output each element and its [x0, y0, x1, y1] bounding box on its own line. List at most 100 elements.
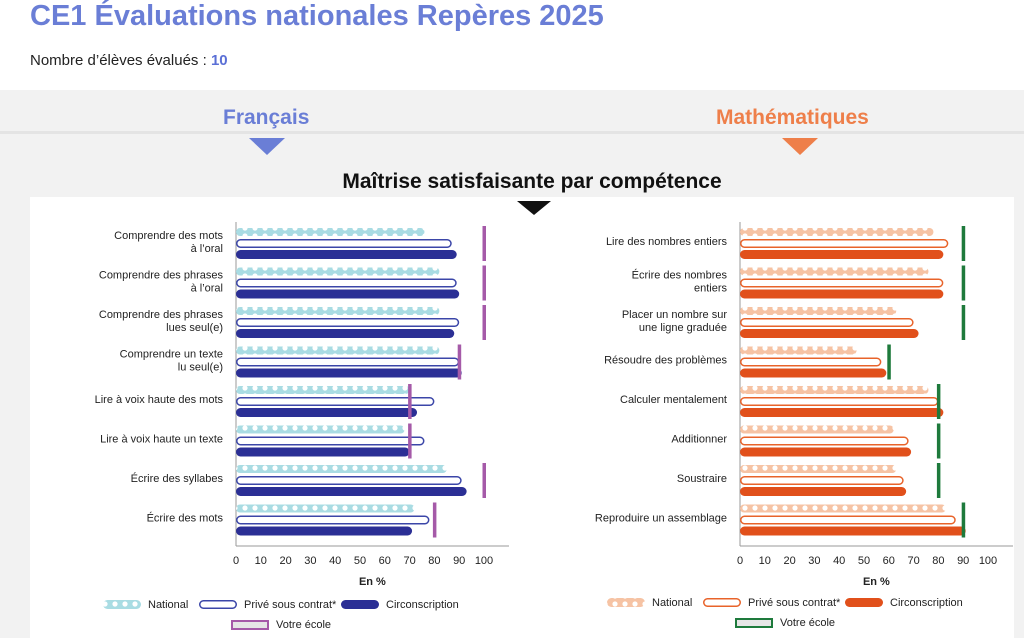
fr-x-tick-label: 10	[255, 555, 267, 567]
fr-legend-label: Privé sous contrat*	[244, 599, 337, 611]
ma-bar-circonscription	[740, 447, 912, 457]
fr-bar-prive	[236, 357, 460, 367]
ma-x-axis-label: En %	[863, 576, 890, 588]
fr-bar-circonscription	[236, 289, 460, 299]
francais-chevron-icon	[249, 138, 285, 155]
fr-legend-swatch-prive	[199, 600, 237, 609]
students-label: Nombre d’élèves évalués :	[30, 52, 207, 69]
ma-x-tick-label: 90	[957, 555, 969, 567]
ma-bar-circonscription	[740, 250, 944, 259]
fr-bar-prive	[236, 476, 462, 485]
fr-bar-prive	[236, 515, 430, 525]
ma-category-label: Lire des nombres entiers	[606, 236, 728, 248]
ma-x-tick-label: 60	[883, 555, 895, 567]
ma-category-label: entiers	[694, 283, 728, 295]
fr-bar-prive	[236, 318, 460, 327]
fr-x-axis-label: En %	[359, 576, 386, 588]
fr-bar-circonscription	[236, 368, 462, 378]
ma-category-label: Reproduire un assemblage	[595, 513, 727, 525]
fr-category-label: Écrire des syllabes	[131, 472, 224, 485]
ma-bar-prive	[740, 318, 914, 327]
fr-category-label: Écrire des mots	[147, 512, 224, 525]
ma-bar-circonscription	[740, 368, 887, 378]
fr-legend-swatch-circonscription	[341, 600, 379, 609]
fr-category-label: Comprendre des phrases	[99, 270, 224, 282]
competence-chevron-icon	[517, 201, 551, 215]
maths-section-title: Mathématiques	[716, 106, 869, 129]
fr-bar-national	[236, 267, 440, 276]
ma-bar-circonscription	[740, 329, 919, 338]
ma-legend-label: Circonscription	[890, 597, 963, 609]
ma-x-tick-label: 30	[808, 555, 820, 567]
fr-bar-prive	[236, 239, 452, 248]
ma-bar-circonscription	[740, 408, 944, 417]
fr-marker-ecole	[482, 265, 486, 301]
ma-category-label: Placer un nombre sur	[622, 309, 727, 321]
fr-bar-circonscription	[236, 250, 457, 259]
ma-bar-prive	[740, 278, 944, 288]
ma-bar-prive	[740, 476, 904, 485]
ma-marker-ecole	[936, 384, 941, 419]
fr-bar-national	[236, 386, 410, 394]
ma-bar-circonscription	[740, 289, 944, 299]
fr-x-tick-label: 0	[233, 555, 239, 567]
fr-marker-ecole	[457, 344, 462, 380]
ma-bar-prive	[740, 239, 949, 248]
fr-bar-national	[236, 465, 447, 473]
fr-legend-label: National	[148, 599, 188, 611]
ma-bar-national	[740, 425, 894, 434]
ma-bar-national	[740, 346, 857, 355]
fr-category-label: Lire à voix haute des mots	[95, 394, 224, 406]
fr-bar-circonscription	[236, 487, 467, 496]
ma-legend-label: National	[652, 597, 692, 609]
fr-marker-ecole	[408, 423, 412, 459]
ma-bar-circonscription	[740, 526, 966, 536]
ma-x-tick-label: 10	[759, 555, 771, 567]
fr-bar-prive	[236, 397, 435, 406]
ma-marker-ecole	[961, 502, 966, 538]
maths-chevron-icon	[782, 138, 818, 155]
ma-bar-national	[740, 465, 897, 473]
students-count-line: Nombre d’élèves évalués : 10	[30, 52, 228, 69]
fr-category-label: lu seul(e)	[178, 362, 223, 374]
ma-bar-national	[740, 307, 897, 315]
fr-bar-circonscription	[236, 408, 418, 417]
ma-bar-national	[740, 267, 929, 276]
fr-x-tick-label: 50	[354, 555, 366, 567]
ma-marker-ecole	[961, 265, 966, 301]
fr-legend-label: Votre école	[276, 619, 331, 631]
ma-bar-national	[740, 228, 934, 236]
students-count: 10	[210, 52, 228, 69]
ma-category-label: Soustraire	[677, 473, 727, 485]
fr-category-label: à l’oral	[191, 283, 223, 295]
fr-x-tick-label: 70	[403, 555, 415, 567]
fr-category-label: Comprendre des mots	[114, 230, 223, 242]
fr-x-tick-label: 60	[379, 555, 391, 567]
ma-legend-swatch-prive	[703, 598, 741, 607]
ma-marker-ecole	[936, 423, 941, 459]
fr-category-label: Lire à voix haute un texte	[100, 434, 223, 446]
ma-bar-circonscription	[740, 487, 907, 496]
ma-x-tick-label: 20	[783, 555, 795, 567]
ma-category-label: Écrire des nombres	[632, 269, 728, 282]
ma-category-label: Calculer mentalement	[620, 394, 727, 406]
ma-legend-label: Votre école	[780, 617, 835, 629]
fr-marker-ecole	[482, 226, 486, 261]
francais-chart: 0 10 20 30 40 50 60 70 80 90 100 En % Comprendre des…	[95, 222, 509, 631]
ma-bar-prive	[740, 397, 939, 406]
ma-marker-ecole	[887, 344, 891, 380]
fr-bar-circonscription	[236, 526, 413, 536]
competence-title: Maîtrise satisfaisante par compétence	[342, 170, 722, 193]
fr-bar-national	[236, 504, 415, 513]
ma-bar-prive	[740, 515, 956, 525]
fr-category-label: à l’oral	[191, 243, 223, 255]
fr-x-tick-label: 80	[428, 555, 440, 567]
fr-bar-national	[236, 346, 440, 355]
fr-bar-national	[236, 228, 425, 236]
ma-marker-ecole	[961, 226, 966, 261]
fr-legend-swatch-ecole	[231, 620, 269, 630]
fr-bar-prive	[236, 278, 457, 288]
ma-legend-label: Privé sous contrat*	[748, 597, 841, 609]
fr-marker-ecole	[432, 502, 437, 538]
